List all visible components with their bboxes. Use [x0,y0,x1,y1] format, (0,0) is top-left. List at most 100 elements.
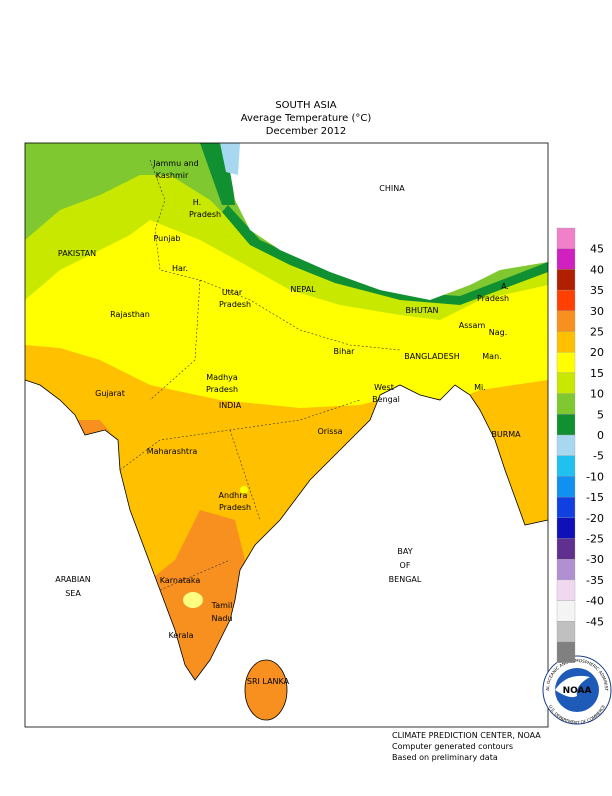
legend-swatch [556,476,576,498]
region-label: Bengal [372,395,400,404]
region-label: Karnataka [160,576,201,585]
legend-swatch [556,227,576,249]
coastline [24,379,549,681]
legend-label: 35 [590,284,604,297]
legend-swatch [556,352,576,374]
region-label: West [374,383,394,392]
legend-label: 40 [590,263,604,276]
legend-swatch [556,269,576,291]
region-label: Mi. [474,383,486,392]
coastline [244,659,288,721]
title-line: SOUTH ASIA [275,100,336,111]
region-label: SRI LANKA [247,677,290,686]
band-0-5 [222,205,548,305]
region-label: Jammu and [152,159,199,168]
region-label: A. [501,282,509,291]
temperature-map: Jammu and Kashmir H. Pradesh Punjab Har. PAKIS… [24,142,549,728]
band-15-20 [240,486,248,494]
legend-label: -5 [593,450,604,463]
region-label: Punjab [153,234,180,243]
region-label: Rajasthan [110,310,150,319]
legend-swatch [556,517,576,539]
footer-line: CLIMATE PREDICTION CENTER, NOAA [392,731,541,740]
legend-label: 45 [590,243,604,256]
region-label: Pradesh [477,294,509,303]
title-line: Average Temperature (°C) [241,113,372,124]
legend-label: 10 [590,388,604,401]
region-label: ARABIAN [55,575,91,584]
legend-swatch [556,641,576,663]
legend-label: -10 [586,470,604,483]
region-label: Man. [482,352,501,361]
legend-swatch [556,538,576,560]
band-25-30 [245,660,290,720]
region-label: Orissa [317,427,342,436]
region-label: CHINA [379,184,405,193]
no-data [225,143,548,300]
title-line: December 2012 [266,126,346,137]
legend-swatch [556,559,576,581]
region-label: Pradesh [206,385,238,394]
legend-swatch [556,455,576,477]
legend-swatch [556,331,576,353]
legend-label: -15 [586,491,604,504]
region-label: BURMA [491,430,521,439]
region-label: BENGAL [389,575,422,584]
region-label: OF [400,561,411,570]
footer-line: Based on preliminary data [392,753,498,762]
region-label: Nag. [489,328,508,337]
region-label: Madhya [206,373,238,382]
legend-label: -45 [586,615,604,628]
region-label: H. [193,198,201,207]
legend-swatch [556,434,576,456]
region-label: Uttar [222,288,243,297]
region-label: Pradesh [219,503,251,512]
legend-swatch [556,289,576,311]
region-label: Tamil [211,601,233,610]
legend-label: 25 [590,326,604,339]
region-label: Bihar [334,347,356,356]
legend-label: 0 [597,429,604,442]
logo-gull [555,675,590,698]
legend-label: 20 [590,346,604,359]
band-15-20 [183,592,203,608]
legend-swatch [556,496,576,518]
region-label: BAY [397,547,412,556]
legend-label: -25 [586,533,604,546]
map-frame [24,142,549,728]
region-label: Kerala [168,631,193,640]
band-minus5-0 [220,143,240,175]
legend-label: -30 [586,553,604,566]
state-borders [119,159,401,591]
legend-swatch [556,310,576,332]
legend-label: -40 [586,595,604,608]
region-label: Har. [172,264,188,273]
region-label: BHUTAN [405,306,438,315]
legend-swatch [556,600,576,622]
region-label: Assam [459,321,486,330]
region-label: Andhra [219,491,248,500]
legend-label: 15 [590,367,604,380]
legend-label: -35 [586,574,604,587]
legend-label: 30 [590,305,604,318]
legend-swatch [556,579,576,601]
legend-swatch [556,393,576,415]
region-label: Kashmir [156,171,189,180]
region-label: BANGLADESH [404,352,460,361]
region-label: INDIA [219,401,242,410]
region-label: Nadu [211,614,232,623]
legend-swatch [556,621,576,643]
legend-label: -20 [586,512,604,525]
region-label: SEA [65,589,81,598]
region-label: PAKISTAN [58,249,96,258]
region-label: Gujarat [95,389,125,398]
footer-line: Computer generated contours [392,742,513,751]
legend-label: 5 [597,408,604,421]
legend-swatch [556,248,576,270]
color-legend: 45 40 35 30 25 20 15 10 5 0 -5 -10 -15 -20 -25 -30 -35 -4… [556,227,604,663]
logo-name: NOAA [563,686,592,696]
region-label: Pradesh [189,210,221,219]
legend-swatch [556,414,576,436]
